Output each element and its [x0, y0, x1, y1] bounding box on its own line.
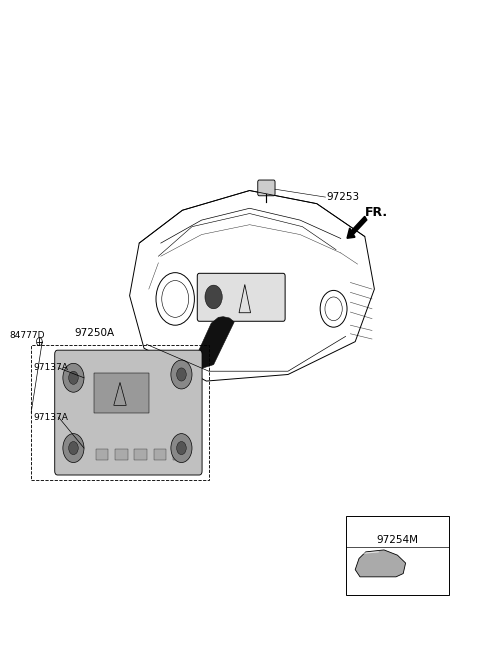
- FancyArrow shape: [347, 216, 367, 238]
- Bar: [134, 449, 147, 460]
- Circle shape: [171, 434, 192, 463]
- Bar: [96, 449, 108, 460]
- Bar: [31, 345, 209, 480]
- Bar: [346, 516, 449, 595]
- Circle shape: [177, 442, 186, 455]
- FancyBboxPatch shape: [197, 273, 285, 321]
- Circle shape: [69, 442, 78, 455]
- Circle shape: [63, 434, 84, 463]
- Polygon shape: [355, 550, 406, 577]
- Bar: [94, 373, 149, 413]
- Polygon shape: [192, 317, 234, 369]
- Circle shape: [69, 371, 78, 384]
- Text: FR.: FR.: [365, 206, 388, 219]
- Circle shape: [205, 285, 222, 309]
- Bar: [154, 449, 166, 460]
- Bar: [173, 449, 185, 460]
- Text: 97137A: 97137A: [34, 413, 69, 422]
- FancyBboxPatch shape: [258, 180, 275, 196]
- Text: 97253: 97253: [326, 192, 360, 202]
- Text: 97250A: 97250A: [74, 328, 115, 338]
- Circle shape: [171, 360, 192, 389]
- Circle shape: [177, 368, 186, 381]
- Text: 97254M: 97254M: [376, 535, 419, 545]
- Text: 97137A: 97137A: [34, 363, 69, 373]
- FancyBboxPatch shape: [55, 350, 202, 475]
- Text: 84777D: 84777D: [10, 330, 45, 340]
- Bar: [115, 449, 128, 460]
- Circle shape: [63, 363, 84, 392]
